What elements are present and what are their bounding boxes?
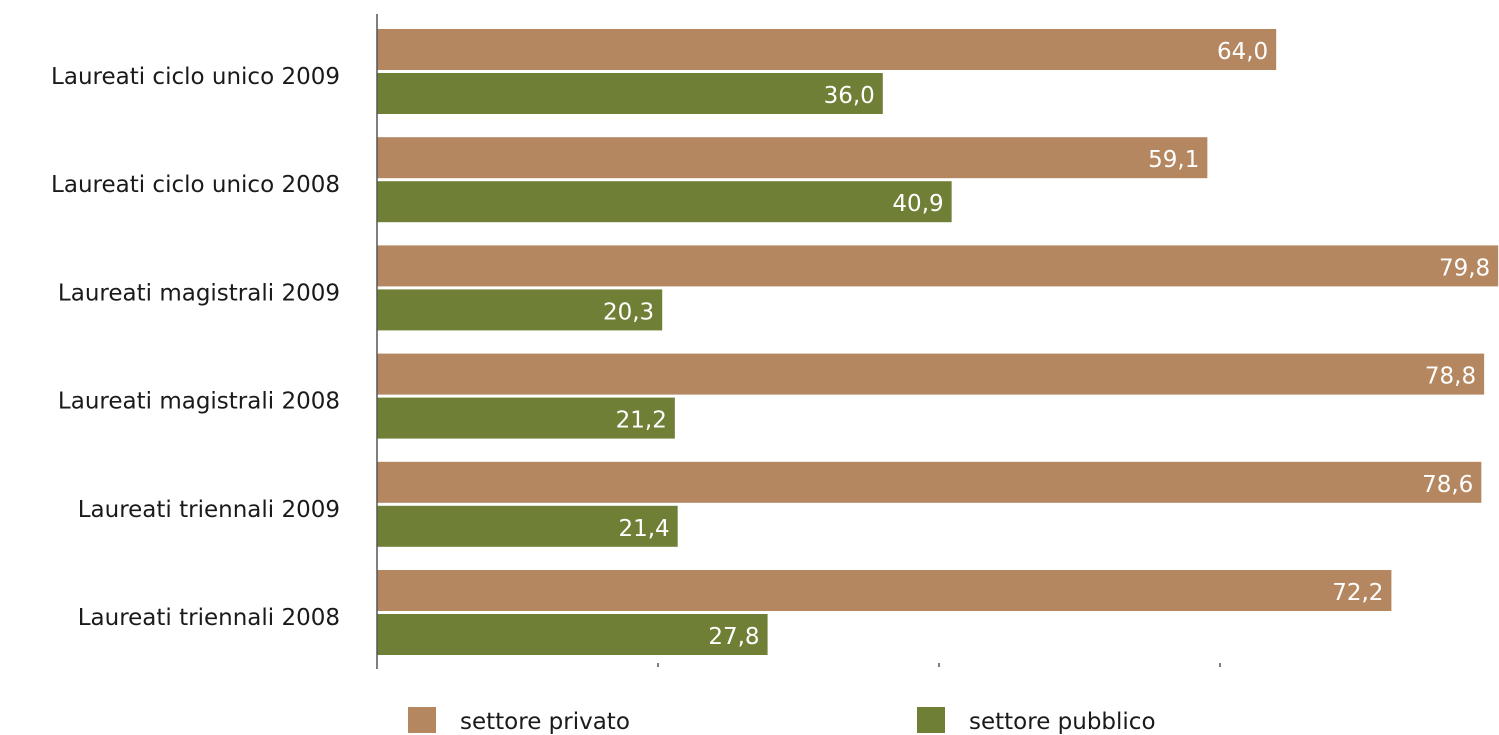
bar-privato-4 [377,461,1482,503]
legend-label-pubblico: settore pubblico [969,709,1156,735]
bar-privato-2 [377,245,1499,287]
value-label-privato-4: 78,6 [1422,472,1473,498]
category-label-0: Laureati ciclo unico 2009 [51,64,340,90]
value-label-pubblico-5: 27,8 [708,624,759,650]
value-label-privato-3: 78,8 [1425,364,1476,390]
bar-privato-5 [377,570,1392,611]
value-label-privato-1: 59,1 [1148,147,1199,173]
value-label-pubblico-0: 36,0 [824,83,875,109]
category-label-5: Laureati triennali 2008 [78,605,340,631]
value-label-pubblico-2: 20,3 [603,299,654,325]
legend-swatch-pubblico [917,707,945,733]
value-label-pubblico-4: 21,4 [618,516,669,542]
bar-privato-3 [377,353,1485,395]
bar-privato-1 [377,137,1208,179]
category-label-1: Laureati ciclo unico 2008 [51,172,340,198]
bar-pubblico-1 [377,181,952,223]
category-label-2: Laureati magistrali 2009 [58,280,340,306]
axis-layer [376,14,1221,669]
bar-pubblico-4 [377,505,678,547]
bar-pubblico-5 [377,614,768,655]
bar-pubblico-0 [377,73,883,114]
category-label-3: Laureati magistrali 2008 [58,389,340,415]
value-label-privato-5: 72,2 [1332,580,1383,606]
value-label-privato-0: 64,0 [1217,39,1268,65]
bar-privato-0 [377,29,1277,70]
legend-label-privato: settore privato [460,709,630,735]
legend-swatch-privato [408,707,436,733]
legend: settore privato settore pubblico [408,707,1156,735]
value-label-pubblico-3: 21,2 [616,408,667,434]
value-label-pubblico-1: 40,9 [892,191,943,217]
bar-pubblico-2 [377,289,663,331]
bars-layer: 64,0 36,0 Laureati ciclo unico 2009 59,1 40,… [51,29,1499,655]
category-label-4: Laureati triennali 2009 [78,497,340,523]
bar-pubblico-3 [377,397,675,439]
value-label-privato-2: 79,8 [1439,255,1490,281]
